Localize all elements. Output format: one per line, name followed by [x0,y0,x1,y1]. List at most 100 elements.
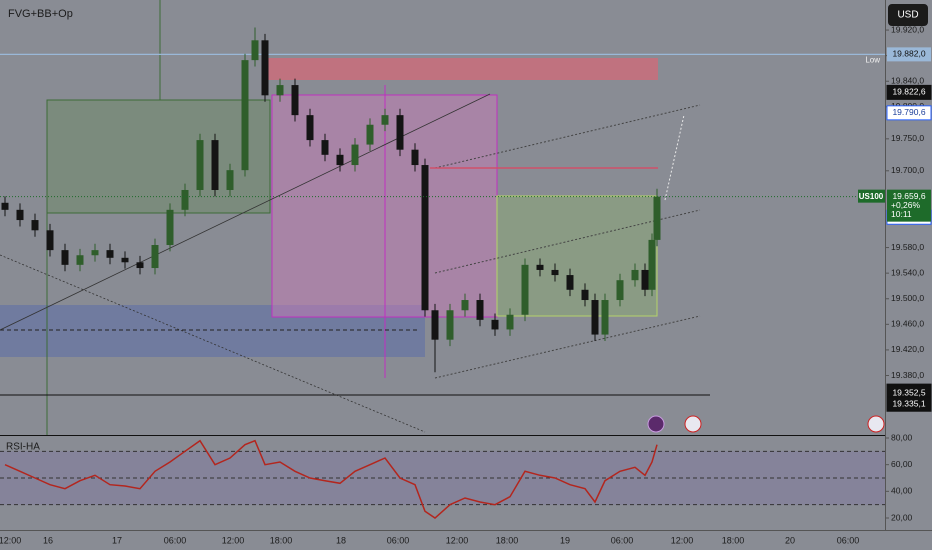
y-tick-label: 19.580,0 [891,242,924,252]
currency-button[interactable] [888,4,928,26]
x-tick-label: 06:00 [837,535,860,545]
x-tick-label: 12:00 [222,535,245,545]
y-tick-label: 40,00 [891,486,913,496]
price-badge-label: 19.335,1 [892,398,925,408]
flag-icon [684,415,702,433]
target-box [496,195,658,317]
price-badge-label: 19.822,6 [892,87,925,97]
channel-line [434,104,701,169]
x-tick-label: 12:00 [446,535,469,545]
y-tick-label: 19.420,0 [891,344,924,354]
candle-body [446,310,454,340]
x-tick-label: 06:00 [387,535,410,545]
candle-body [461,300,469,311]
y-tick-label: 19.700,0 [891,165,924,175]
candle-body [251,40,259,61]
candle-body [421,165,429,311]
y-tick-label: 19.500,0 [891,293,924,303]
x-tick-label: 20 [785,535,795,545]
low-line-name: Low [865,55,880,64]
trend-line [0,93,491,331]
candle-body [616,280,624,301]
x-tick-label: 19 [560,535,570,545]
y-tick-label: 60,00 [891,459,913,469]
x-tick-label: 12:00 [671,535,694,545]
x-tick-label: 18 [336,535,346,545]
fvg-zone [46,99,271,214]
candle-body [491,319,499,330]
candle-body [536,264,544,270]
y-tick-label: 19.840,0 [891,75,924,85]
last-price-label: 19.659,6 [892,191,925,201]
candle-body [46,230,54,251]
candle-body [211,140,219,190]
candle-body [91,250,99,256]
x-tick-label: 06:00 [164,535,187,545]
price-badge-label: 19.790,6 [892,107,925,117]
candle-body [261,40,269,96]
candle-body [226,170,234,190]
candle-body [631,269,639,281]
y-tick-label: 19.460,0 [891,319,924,329]
candle-body [166,209,174,246]
supply-zone [262,58,658,80]
candle-body [411,149,419,166]
symbol-badge [858,189,885,203]
last-price-badge [887,189,931,222]
candle-body [653,196,661,240]
candle-body [151,245,159,269]
x-tick-label: 17 [112,535,122,545]
x-tick-label: 16 [43,535,53,545]
candle-body [321,140,329,155]
trend-line [0,254,426,433]
candle-body [551,269,559,276]
x-tick-label: 18:00 [722,535,745,545]
candle-body [431,310,439,340]
candle-body [648,239,656,290]
candle-body [336,154,344,166]
y-tick-label: 19.540,0 [891,267,924,277]
countdown: 10:11 [891,209,912,219]
candle-body [31,220,39,231]
y-tick-label: 19.380,0 [891,370,924,380]
last-price-change: +0,26% [891,200,921,210]
currency-label[interactable]: USD [897,10,918,21]
price-badge [887,47,931,62]
candle-body [241,60,249,171]
x-tick-label: 06:00 [611,535,634,545]
candle-body [76,255,84,265]
x-tick-label: 12:00 [0,535,21,545]
candle-body [641,269,649,290]
candle-body [506,314,514,330]
candle-body [61,250,69,265]
projection-arrow [664,114,685,201]
zones [0,0,885,435]
candle-body [276,85,284,96]
candle-body [381,115,389,125]
candle-body [1,202,9,210]
x-tick-label: 18:00 [496,535,519,545]
y-tick-label: 80,00 [891,432,913,442]
candle-body [591,300,599,335]
rsi-line [4,439,658,519]
channel-line [434,209,701,274]
candle-body [121,257,129,263]
flag-icon [867,415,885,433]
candle-body [521,264,529,315]
candle-body [136,262,144,269]
candle-body [366,124,374,145]
price-badge [886,105,932,121]
y-tick-label: 19.920,0 [891,24,924,34]
candle-body [181,189,189,210]
price-badge-label: 19.882,0 [892,49,925,59]
candle-body [106,250,114,258]
candle-body [306,115,314,141]
x-tick-label: 18:00 [270,535,293,545]
price-badge-label: 19.352,5 [892,387,925,397]
candle-body [581,289,589,301]
y-tick-label: 19.750,0 [891,133,924,143]
candle-body [16,209,24,221]
candle-body [351,144,359,166]
